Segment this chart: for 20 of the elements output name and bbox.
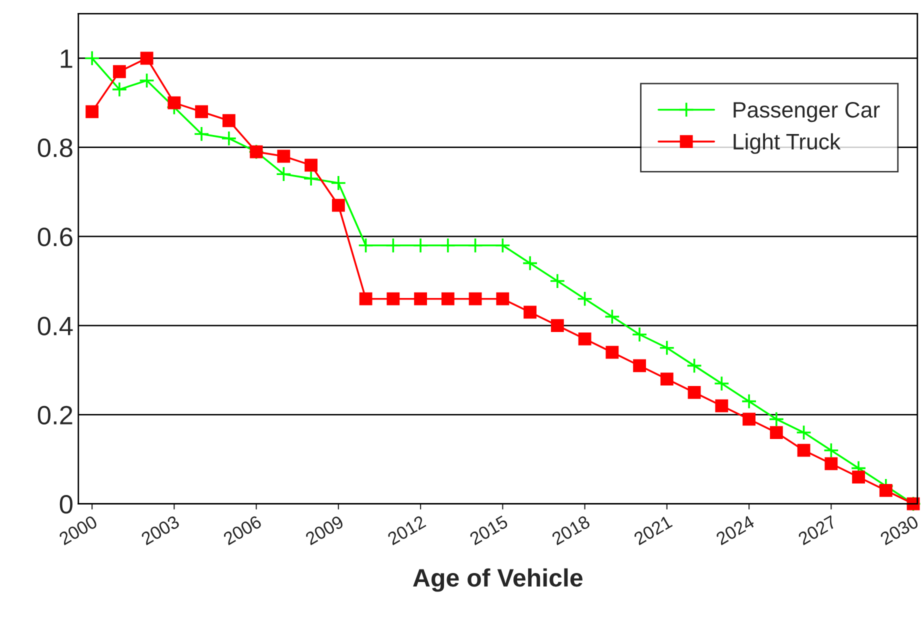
x-tick-label: 2030 [880,515,920,546]
y-tick-label: 0.2 [38,406,72,425]
x-axis-title: Age of Vehicle [413,568,582,592]
x-tick-label: 2000 [58,515,98,546]
x-tick-label: 2021 [633,515,673,546]
x-tick-label: 2018 [551,515,591,546]
x-tick-label: 2015 [468,515,509,546]
y-tick-label: 0.6 [38,228,72,246]
x-tick-label: 2012 [386,515,426,546]
legend-label: Passenger Car [734,102,880,122]
y-tick-label: 0 [60,494,72,514]
x-tick-label: 2027 [797,515,838,546]
y-tick-label: 1 [60,50,72,68]
x-tick-label: 2006 [222,515,262,546]
y-tick-label: 0.4 [38,316,73,336]
x-tick-label: 2024 [715,514,756,546]
legend-label: Light Truck [734,133,841,154]
y-tick-label: 0.8 [38,138,72,158]
x-tick-label: 2009 [304,515,344,546]
x-tick-label: 2003 [140,515,180,546]
